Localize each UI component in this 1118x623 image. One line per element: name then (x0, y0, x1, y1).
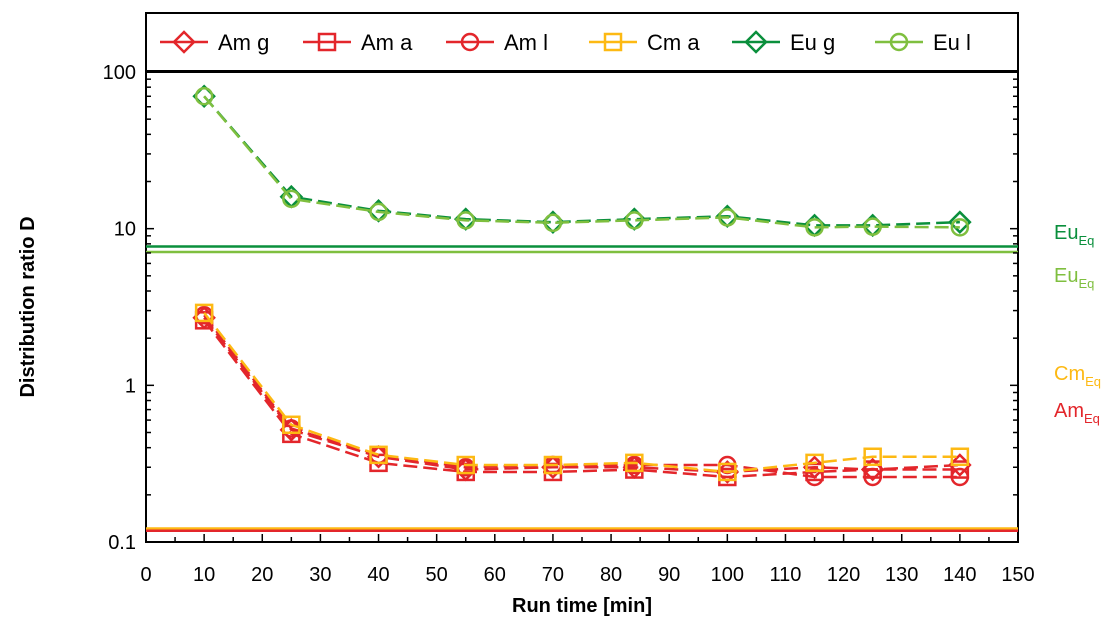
data-point-eu-l (805, 218, 824, 237)
legend-label-am-a: Am a (361, 30, 413, 55)
x-axis-title: Run time [min] (512, 595, 652, 617)
y-tick-label: 100 (103, 62, 136, 84)
data-point-eu-l (625, 211, 644, 230)
series-layer (192, 84, 972, 487)
legend: Am g Am a Am l Cm a Eu g Eu l (160, 30, 971, 55)
equilibrium-label-cm-2: CmEq (1054, 363, 1101, 389)
data-point-cm-a (625, 453, 644, 473)
series-line-cm-a (203, 312, 960, 474)
data-point-cm-a (282, 415, 301, 435)
x-tick-label: 10 (193, 564, 215, 586)
x-tick-label: 100 (711, 564, 744, 586)
data-point-eu-l (194, 87, 214, 106)
y-axis-title: Distribution ratio D (17, 216, 39, 397)
y-tick-label: 0.1 (108, 532, 136, 554)
series-cm-a (194, 303, 970, 482)
x-tick-label: 30 (309, 564, 331, 586)
data-point-eu-g (948, 210, 972, 234)
data-point-am-g (860, 457, 885, 482)
legend-item-am-a: Am a (303, 30, 413, 55)
series-line-am-a (203, 319, 960, 479)
x-tick-label: 0 (140, 564, 151, 586)
axis-ticks (145, 71, 1019, 543)
legend-label-cm-a: Cm a (647, 30, 700, 55)
legend-box (145, 12, 1019, 72)
equilibrium-label-eu-0: EuEq (1054, 222, 1094, 248)
equilibrium-label-eu-1: EuEq (1054, 265, 1094, 291)
series-line-am-g (203, 316, 960, 474)
x-tick-label: 50 (426, 564, 448, 586)
legend-item-cm-a: Cm a (589, 30, 700, 55)
data-point-am-a (950, 460, 970, 479)
series-line-eu-g (203, 95, 960, 227)
equilibrium-lines (146, 245, 1018, 532)
series-line-eu-l (203, 95, 960, 229)
data-point-eu-l (456, 211, 475, 230)
y-tick-label: 10 (114, 219, 136, 241)
data-point-eu-l (369, 202, 388, 222)
x-tick-label: 40 (367, 564, 389, 586)
x-tick-label: 120 (827, 564, 860, 586)
legend-marker-eu-g (744, 30, 768, 54)
data-point-cm-a (194, 303, 214, 323)
data-point-cm-a (543, 455, 563, 475)
legend-label-eu-l: Eu l (933, 30, 971, 55)
legend-label-eu-g: Eu g (790, 30, 835, 55)
legend-item-eu-l: Eu l (875, 30, 971, 55)
legend-marker-cm-a (603, 32, 623, 52)
data-point-cm-a (456, 455, 475, 475)
legend-item-am-l: Am l (446, 30, 548, 55)
data-point-cm-a (950, 447, 970, 467)
plot-area (145, 71, 1019, 543)
legend-marker-am-a (317, 32, 337, 52)
data-point-eu-l (718, 208, 737, 227)
data-point-cm-a (369, 445, 388, 465)
x-tick-label: 60 (484, 564, 506, 586)
y-tick-label: 1 (125, 375, 136, 397)
x-tick-label: 70 (542, 564, 564, 586)
data-point-eu-l (863, 217, 882, 236)
data-point-am-l (805, 467, 824, 487)
data-point-am-l (863, 467, 882, 487)
legend-marker-am-l (460, 32, 480, 52)
data-point-cm-a (805, 453, 824, 473)
data-point-cm-a (863, 447, 882, 467)
legend-item-am-g: Am g (160, 30, 269, 55)
x-tick-label: 140 (943, 564, 976, 586)
x-tick-label: 20 (251, 564, 273, 586)
series-eu-l (194, 87, 970, 237)
x-tick-label: 150 (1001, 564, 1034, 586)
legend-marker-am-g (172, 30, 196, 54)
legend-label-am-l: Am l (504, 30, 548, 55)
x-tick-label: 110 (770, 564, 802, 586)
x-tick-label: 80 (600, 564, 622, 586)
legend-item-eu-g: Eu g (732, 30, 835, 55)
data-point-eu-l (950, 218, 970, 237)
equilibrium-annotations: EuEq EuEq CmEq AmEq (1054, 222, 1101, 426)
legend-label-am-g: Am g (218, 30, 269, 55)
data-point-eu-l (543, 213, 563, 233)
data-point-am-l (950, 467, 970, 487)
x-tick-label: 90 (658, 564, 680, 586)
data-point-cm-a (718, 462, 737, 482)
legend-marker-eu-l (889, 32, 909, 52)
tick-labels: 0 10 20 30 40 50 60 70 80 90 100 110 120 130 140 1500.1… (103, 62, 1035, 586)
data-point-eu-l (282, 189, 301, 209)
x-tick-label: 130 (885, 564, 918, 586)
equilibrium-label-am-3: AmEq (1054, 400, 1100, 426)
